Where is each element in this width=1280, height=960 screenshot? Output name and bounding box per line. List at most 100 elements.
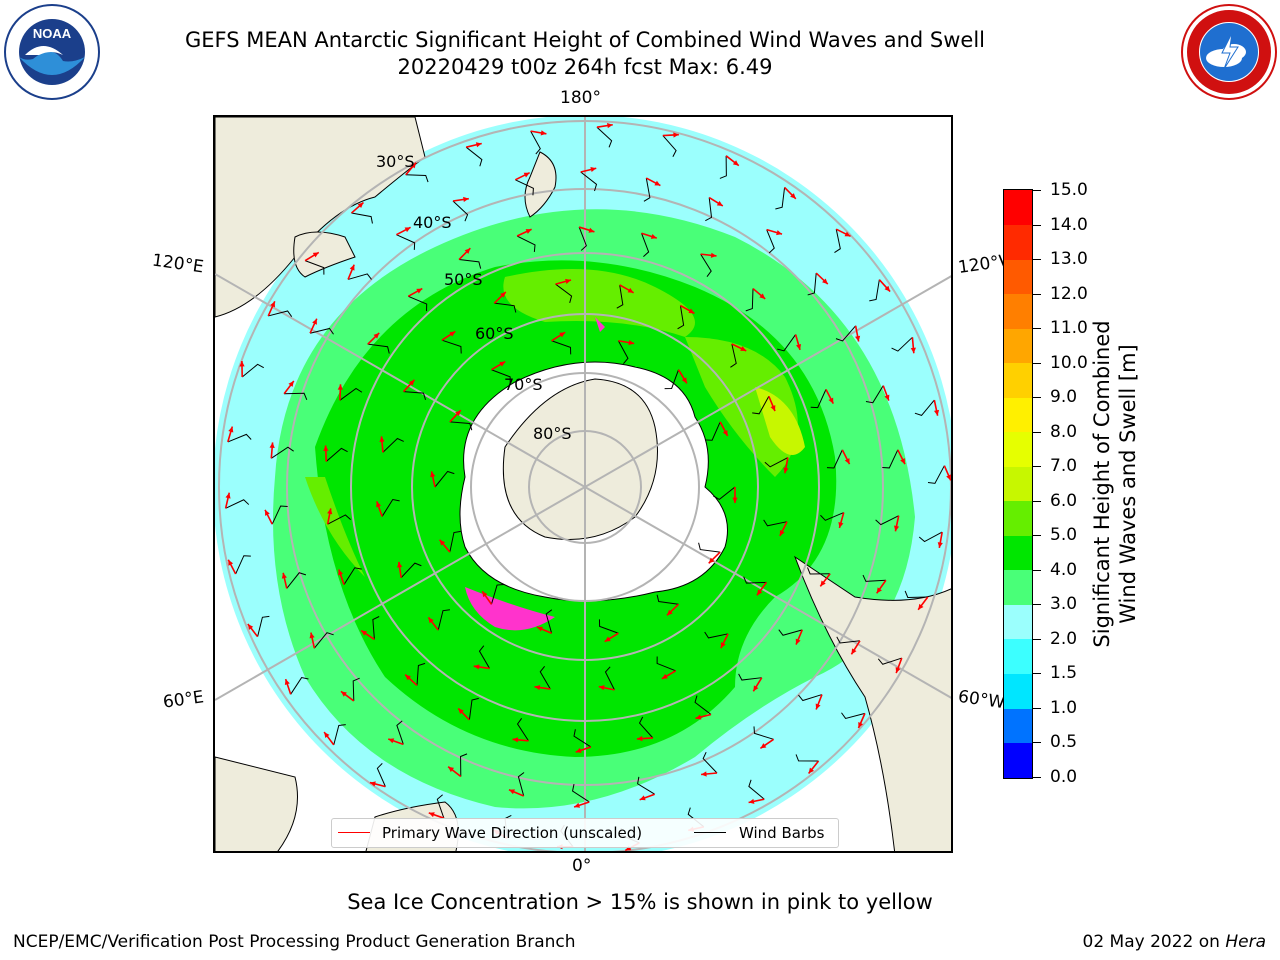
wind-barb (382, 437, 404, 453)
africa (215, 756, 298, 851)
wave-arrow-head (475, 142, 482, 148)
wave-arrow-head (337, 384, 343, 390)
lon-label-120e: 120°E (150, 250, 205, 278)
wave-arrow-head (405, 674, 411, 681)
wave-arrow-head (708, 557, 715, 564)
wave-arrow-head (428, 812, 435, 818)
wave-arrow-head (710, 252, 717, 258)
wind-barb (677, 305, 685, 330)
wave-arrow-head (628, 340, 635, 346)
wind-barb (638, 716, 654, 739)
wave-arrow-head (759, 293, 766, 299)
wave-arrow-head (590, 166, 597, 173)
wind-barb (516, 718, 529, 742)
wave-arrow-head (910, 347, 916, 354)
wave-arrow-head (525, 229, 532, 234)
wave-arrow-head (838, 522, 844, 528)
colorbar-tick-label: 9.0 (1050, 387, 1078, 408)
wave-arrow-head (499, 361, 506, 367)
colorbar-segment (1004, 397, 1032, 433)
wave-arrow-head (661, 673, 668, 679)
colorbar-tick (1033, 328, 1041, 330)
wave-arrow-head (753, 685, 759, 692)
wave-arrow-head (795, 638, 801, 645)
wind-barb (437, 609, 450, 631)
wave-arrow-head (361, 630, 368, 636)
wind-barb (810, 389, 827, 409)
wind-barb (551, 340, 572, 355)
wind-barb (766, 229, 775, 254)
wave-arrow-head (270, 301, 275, 308)
colorbar-tick-label: 5.0 (1050, 525, 1078, 546)
wind-barb (227, 433, 252, 443)
primary-wave-swatch (338, 832, 370, 833)
colorbar-title: Significant Height of Combined Wind Wave… (1089, 320, 1141, 647)
wind-barb (530, 130, 541, 155)
polar-map (215, 117, 951, 851)
wave-arrow-head (357, 202, 364, 209)
wind-barb (396, 234, 416, 250)
colorbar-tick (1033, 535, 1041, 537)
colorbar-tick-label: 13.0 (1050, 249, 1088, 270)
wind-barb (555, 283, 573, 303)
colorbar-segment (1004, 224, 1032, 260)
wind-barb (517, 772, 525, 797)
wave-arrow-head (783, 467, 789, 474)
colorbar-segment (1004, 500, 1032, 536)
colorbar-tick-label: 7.0 (1050, 456, 1078, 477)
wave-arrow-head (673, 132, 679, 138)
wave-arrow-head (536, 626, 543, 632)
colorbar-tick (1033, 362, 1041, 364)
wind-barb (795, 754, 819, 762)
sea-ice-caption: Sea Ice Concentration > 15% is shown in … (347, 890, 933, 914)
wind-barb (235, 555, 251, 575)
wind-barb (381, 498, 400, 517)
wind-barb (352, 677, 360, 701)
wind-barb (304, 260, 325, 275)
wave-arrow-head (796, 343, 802, 350)
wave-arrow-head (523, 172, 530, 178)
noaa-logo-text: NOAA (33, 26, 72, 41)
colorbar-tick (1033, 190, 1041, 191)
wave-arrow-head (636, 736, 643, 742)
wave-arrow-head (598, 685, 605, 691)
wave-arrow-head (228, 559, 234, 566)
wave-arrow-head (716, 200, 723, 206)
wave-arrows-and-barbs (224, 123, 951, 851)
wave-arrow-head (288, 380, 294, 387)
colorbar-tick-label: 8.0 (1050, 421, 1078, 442)
colorbar-segment (1004, 328, 1032, 364)
wind-barb (257, 615, 270, 637)
wind-barb (515, 179, 534, 196)
lat-label-30s: 30°S (376, 152, 415, 171)
lat-label-50s: 50°S (444, 270, 483, 289)
lon-label-0: 0° (572, 856, 592, 876)
wind-barb (573, 729, 592, 748)
colorbar-tick-label: 15.0 (1050, 180, 1088, 200)
wind-barb (309, 327, 334, 335)
colorbar-tick-label: 14.0 (1050, 214, 1088, 235)
colorbar-tick-label: 6.0 (1050, 490, 1078, 511)
lat-label-70s: 70°S (504, 375, 543, 394)
wave-arrow-head (722, 430, 728, 437)
wind-barb (403, 391, 427, 400)
colorbar-tick (1033, 224, 1041, 226)
wave-arrow-head (604, 636, 611, 642)
colorbar-tick (1033, 638, 1041, 640)
colorbar-tick (1033, 707, 1041, 709)
wave-arrow-head (373, 332, 380, 339)
footer-date-text: 02 May 2022 on (1082, 932, 1226, 952)
wave-arrow-head (760, 743, 767, 749)
wind-barb (643, 177, 651, 202)
wave-arrow-head (756, 589, 763, 596)
lat-label-40s: 40°S (413, 213, 452, 232)
map-area (213, 115, 953, 853)
wind-barb (490, 583, 505, 605)
wave-arrow-head (884, 285, 891, 292)
colorbar-tick-label: 3.0 (1050, 594, 1078, 615)
wave-arrow-head (565, 278, 572, 284)
colorbar-title-line2: Wind Waves and Swell [m] (1116, 344, 1140, 624)
wind-barb (835, 325, 857, 342)
wind-barb (753, 726, 774, 740)
wind-barb (662, 135, 677, 157)
